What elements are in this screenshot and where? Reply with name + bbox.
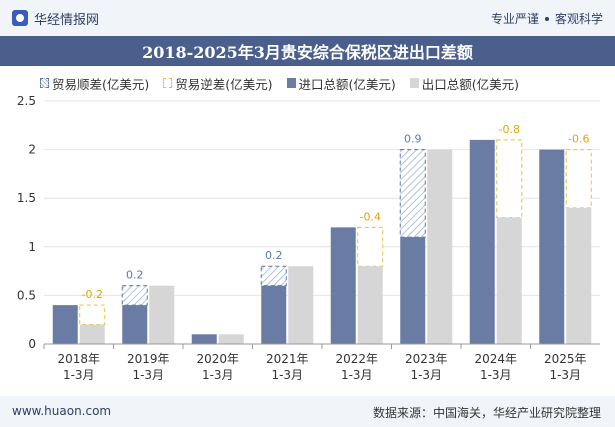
- export-bar: [427, 149, 453, 344]
- x-tick-label-line: 1-3月: [410, 368, 442, 382]
- deficit-value-label: -0.2: [82, 288, 103, 301]
- x-tick-label: 2025年 1-3月: [544, 352, 587, 382]
- footer-source: 数据来源：中国海关，华经产业研究院整理: [372, 406, 601, 420]
- x-tick-label: 2018年 1-3月: [57, 352, 100, 382]
- x-tick-label-line: 2023年: [405, 352, 448, 366]
- legend-item-deficit: 贸易逆差(亿美元): [163, 74, 273, 93]
- legend-label-export: 出口总额(亿美元): [421, 76, 520, 92]
- surplus-value-label: 0.2: [265, 249, 283, 262]
- import-bar: [52, 305, 78, 344]
- x-tick-label-line: 1-3月: [480, 368, 512, 382]
- export-bar: [566, 207, 592, 344]
- legend-label-deficit: 贸易逆差(亿美元): [175, 76, 273, 92]
- y-tick-label: 1.5: [17, 191, 36, 205]
- x-tick-label: 2022年 1-3月: [335, 352, 378, 382]
- footer-website: www.huaon.com: [12, 404, 112, 418]
- x-tick-label-line: 2019年: [127, 352, 170, 366]
- legend-swatch-surplus-icon: [40, 78, 49, 88]
- x-tick-label-line: 2022年: [335, 352, 378, 366]
- surplus-bar: [121, 285, 148, 306]
- x-tick-label: 2023年 1-3月: [405, 352, 448, 382]
- x-tick-label-line: 2018年: [57, 352, 100, 366]
- x-tick-label-line: 1-3月: [202, 368, 234, 382]
- surplus-value-label: 0.2: [126, 269, 144, 282]
- x-tick-label: 2019年 1-3月: [127, 352, 170, 382]
- legend-swatch-deficit-icon: [163, 78, 173, 88]
- export-bar: [218, 334, 244, 344]
- x-tick-label-line: 2021年: [266, 352, 309, 366]
- export-bar: [496, 217, 522, 344]
- legend-swatch-export-icon: [409, 78, 419, 88]
- slogan-tag-2: 客观科学: [554, 12, 603, 26]
- x-tick-label-line: 1-3月: [341, 368, 373, 382]
- chart-title: 2018-2025年3月贵安综合保税区进出口差额: [142, 43, 473, 62]
- surplus-value-label: 0.9: [404, 133, 422, 146]
- legend-item-surplus: 贸易顺差(亿美元): [40, 74, 149, 93]
- import-bar: [261, 285, 287, 344]
- slogan: 专业严谨 客观科学: [491, 10, 603, 27]
- import-bar: [330, 227, 356, 344]
- x-tick-label-line: 2020年: [196, 352, 239, 366]
- title-bar: 2018-2025年3月贵安综合保税区进出口差额: [0, 36, 615, 66]
- chart-legend: 贸易顺差(亿美元) 贸易逆差(亿美元) 进口总额(亿美元) 出口总额(亿美元): [40, 74, 519, 92]
- legend-item-import: 进口总额(亿美元): [286, 74, 396, 93]
- deficit-bar: [79, 304, 106, 326]
- deficit-bar: [496, 139, 523, 219]
- legend-item-export: 出口总额(亿美元): [409, 74, 520, 93]
- legend-swatch-import-icon: [286, 78, 296, 88]
- y-tick-label: 2: [28, 143, 36, 157]
- footer-bar: www.huaon.com 数据来源：中国海关，华经产业研究院整理: [0, 396, 615, 427]
- x-tick-label-line: 1-3月: [132, 368, 164, 382]
- x-tick-label: 2021年 1-3月: [266, 352, 309, 382]
- y-tick-label: 0.5: [17, 288, 36, 302]
- slogan-tag-1: 专业严谨: [490, 12, 539, 26]
- legend-label-import: 进口总额(亿美元): [298, 76, 396, 92]
- surplus-bar: [260, 265, 287, 287]
- import-bar: [400, 237, 426, 344]
- deficit-bar: [565, 149, 592, 209]
- import-bar: [539, 149, 565, 344]
- x-tick-label: 2024年 1-3月: [474, 352, 517, 382]
- x-tick-label-line: 1-3月: [271, 368, 303, 382]
- import-bar: [191, 334, 217, 344]
- top-bar: 华经情报网 专业严谨 客观科学: [0, 0, 615, 36]
- export-bar: [79, 324, 105, 344]
- x-tick-label: 2020年 1-3月: [196, 352, 239, 382]
- x-tick-label-line: 2024年: [474, 352, 517, 366]
- deficit-bar: [357, 226, 384, 267]
- x-tick-label-line: 1-3月: [63, 368, 95, 382]
- export-bar: [149, 285, 175, 344]
- legend-label-surplus: 贸易顺差(亿美元): [52, 76, 150, 92]
- export-bar: [357, 266, 383, 344]
- y-tick-label: 0: [28, 337, 36, 351]
- brand-logo-icon: [12, 10, 28, 26]
- import-bar: [469, 139, 495, 344]
- y-tick-label: 2.5: [17, 94, 36, 108]
- deficit-value-label: -0.4: [360, 210, 381, 223]
- x-tick-label-line: 2025年: [544, 352, 587, 366]
- deficit-value-label: -0.8: [499, 123, 520, 136]
- bullet-dot-icon: [544, 16, 549, 21]
- brand-name: 华经情报网: [34, 12, 100, 28]
- import-bar: [122, 305, 148, 344]
- chart-plot: -0.2 0.2 0.2 -0.4 0.9 -0.8 -0.6 0 0.5 1 1.5 2 2.5 20…: [17, 94, 600, 382]
- brand: 华经情报网: [12, 9, 100, 28]
- surplus-bar: [399, 149, 426, 238]
- x-tick-label-line: 1-3月: [549, 368, 581, 382]
- deficit-value-label: -0.6: [568, 133, 589, 146]
- y-tick-label: 1: [28, 240, 36, 254]
- export-bar: [288, 266, 314, 344]
